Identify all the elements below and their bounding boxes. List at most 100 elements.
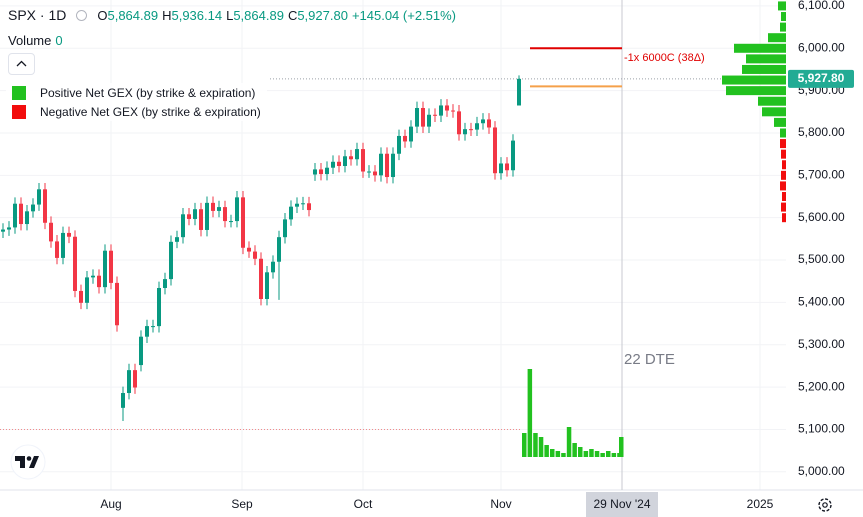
candle-body [271, 261, 275, 273]
candle-body [463, 129, 467, 135]
gex-strike-bar [780, 22, 786, 32]
gex-expiration-bar [594, 451, 600, 457]
legend-label: Negative Net GEX (by strike & expiration… [40, 104, 261, 119]
gex-strike-bar [768, 33, 786, 43]
gex-strike-bar [781, 170, 786, 180]
candle-body [7, 227, 11, 230]
candle-body [37, 189, 41, 205]
crosshair-label: 29 Nov '24 [594, 497, 651, 511]
ohlc-value: 5,864.89 [107, 7, 159, 23]
volume-value: 0 [55, 33, 63, 48]
candle-body [451, 110, 455, 112]
candle-body [427, 114, 431, 127]
candle-body [361, 149, 365, 172]
candle-body [421, 107, 425, 127]
gex-strike-bar [746, 54, 786, 64]
collapse-button[interactable] [8, 53, 35, 75]
chevron-icon [16, 60, 27, 67]
candle-body [175, 237, 179, 242]
last-price-label: 5,927.80 [798, 71, 845, 85]
crosshair-label-box [586, 492, 658, 517]
candle-body [517, 78, 521, 106]
volume: Volume 0 [8, 33, 63, 48]
dte-label: 22 DTE [624, 351, 675, 368]
y-tick-label: 5,700.00 [798, 168, 845, 182]
last-price-box [788, 69, 854, 88]
ohlc-label: H [162, 7, 172, 23]
candle-body [259, 258, 263, 299]
candle-body [79, 290, 83, 303]
level-label: -1x 6000C (38Δ) [624, 52, 705, 64]
candle-body [403, 135, 407, 142]
candle-body [67, 232, 71, 237]
candle-body [61, 232, 65, 258]
legend-item: Positive Net GEX (by strike & expiration… [6, 83, 267, 102]
candle-body [265, 272, 269, 299]
gex-expiration-bar [566, 427, 572, 457]
candle-body [187, 214, 191, 219]
gex-expiration-bar [544, 445, 549, 457]
candle-body [247, 247, 251, 252]
gex-strike-bar [782, 213, 786, 223]
candle-body [445, 105, 449, 111]
candle-body [325, 167, 329, 175]
y-tick-label: 6,000.00 [798, 40, 845, 54]
candle-body [13, 203, 17, 228]
y-tick-label: 5,500.00 [798, 252, 845, 266]
candle-body [283, 219, 287, 238]
y-tick-label: 5,200.00 [798, 379, 845, 393]
ohlc-label: O [97, 7, 108, 23]
symbol[interactable]: SPX · 1D [8, 7, 67, 23]
candle-body [457, 111, 461, 135]
gear-inner [822, 502, 828, 508]
logo-dot [26, 456, 32, 461]
gex-strike-bar [778, 1, 786, 11]
settings-icon[interactable] [818, 498, 832, 512]
candle-body [223, 207, 227, 222]
gex-strike-bar [742, 64, 786, 74]
candle-body [49, 222, 53, 242]
gex-strike-bar [782, 160, 786, 170]
x-tick-label: Sep [231, 497, 253, 511]
gex-strike-bar [781, 12, 786, 22]
gex-expiration-bar [611, 453, 617, 457]
gex-expiration-bar [522, 433, 527, 457]
candle-body [229, 221, 233, 223]
gex-strike-bar [734, 43, 786, 53]
candle-body [121, 393, 125, 408]
candle-body [193, 209, 197, 219]
gex-expiration-bar [572, 443, 577, 457]
candle-body [397, 135, 401, 154]
ohlc: O5,864.89 H5,936.14 L5,864.89 C5,927.80 [97, 8, 352, 23]
candle-body [19, 203, 23, 225]
ohlc-value: 5,864.89 [233, 7, 284, 23]
candle-body [433, 114, 437, 116]
gex-strike-bar [722, 75, 786, 85]
candle-body [277, 237, 281, 262]
candle-body [91, 275, 95, 278]
symbol-header: SPX · 1D O5,864.89 H5,936.14 L5,864.89 C5,9… [8, 7, 460, 23]
x-tick-label: Nov [490, 497, 511, 511]
candle-body [97, 275, 101, 288]
candle-body [163, 279, 167, 288]
candle-body [493, 127, 497, 174]
candle-body [289, 206, 293, 220]
gex-strike-bar [762, 107, 786, 117]
candle-body [307, 203, 311, 211]
candle-body [55, 241, 59, 258]
x-tick-label: 2025 [747, 497, 774, 511]
legend: Positive Net GEX (by strike & expiration… [6, 83, 267, 121]
x-tick-label: Oct [354, 497, 373, 511]
logo-bg [10, 444, 46, 480]
candle-body [481, 119, 485, 124]
ohlc-label: L [226, 7, 234, 23]
candle-body [301, 203, 305, 205]
candle-body [355, 149, 359, 160]
candle-body [169, 241, 173, 280]
candle-body [409, 126, 413, 142]
candle-body [103, 250, 107, 288]
change: +145.04 (+2.51%) [351, 7, 457, 23]
candle-body [139, 336, 143, 366]
gex-strike-bar [782, 192, 786, 202]
